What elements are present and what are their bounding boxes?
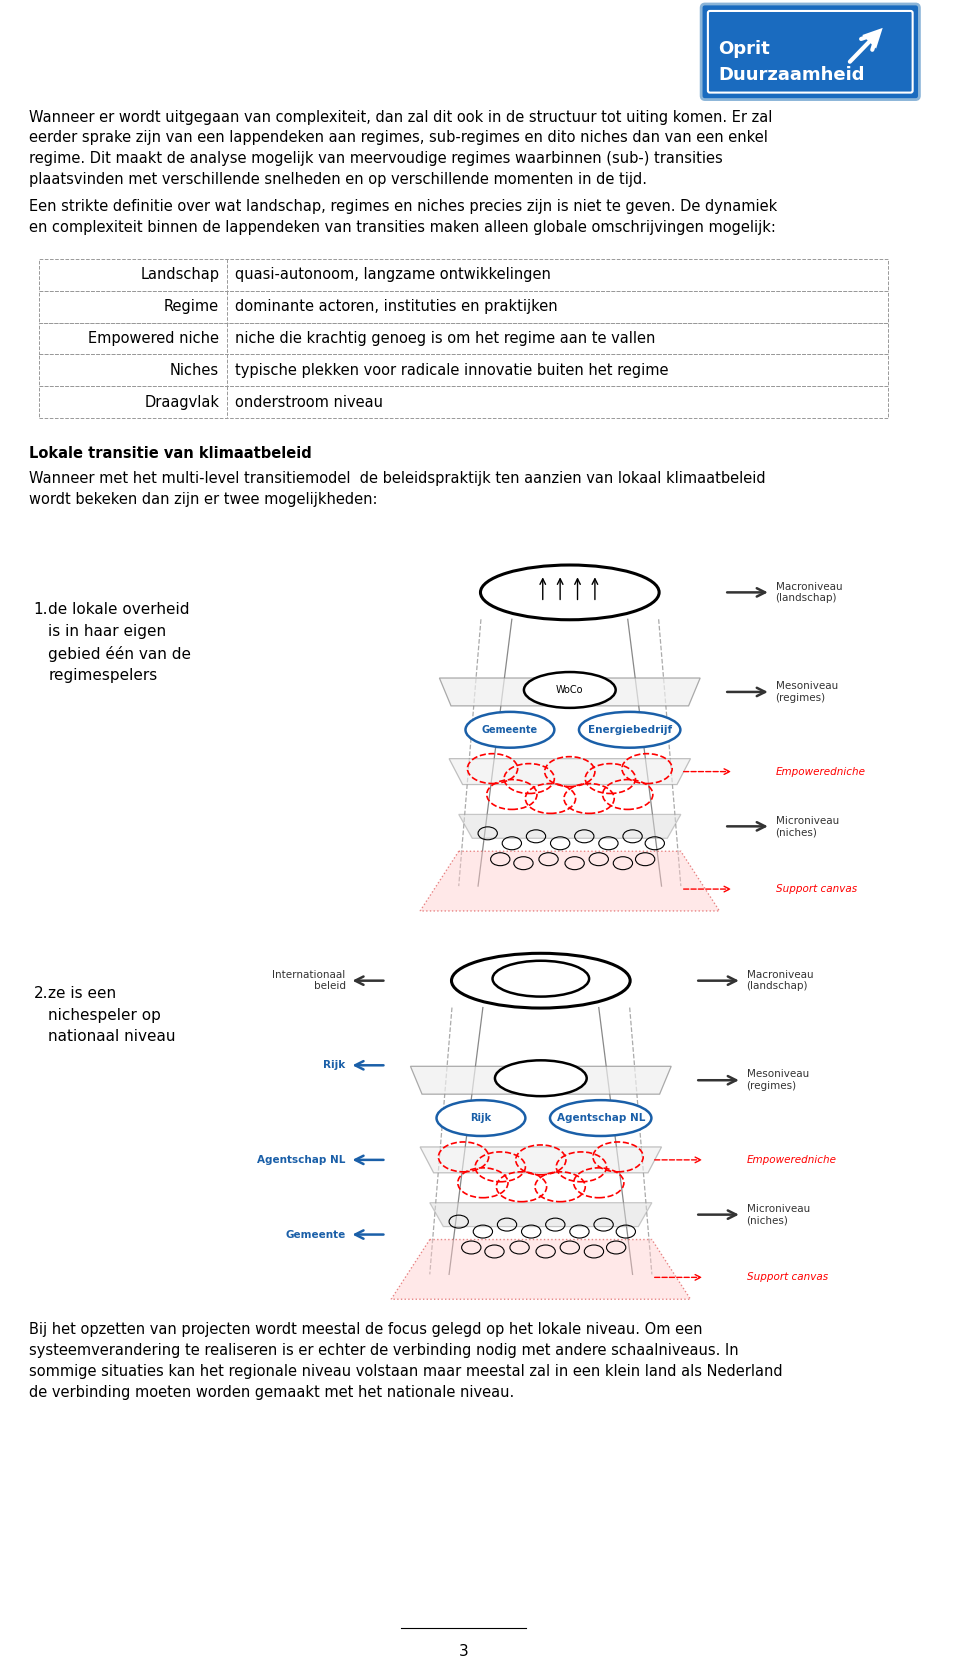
Text: Gemeente: Gemeente bbox=[482, 724, 538, 734]
Text: Mesoniveau
(regimes): Mesoniveau (regimes) bbox=[776, 681, 838, 703]
Text: Rijk: Rijk bbox=[324, 1060, 346, 1070]
Text: niche die krachtig genoeg is om het regime aan te vallen: niche die krachtig genoeg is om het regi… bbox=[234, 331, 655, 345]
Text: Mesoniveau
(regimes): Mesoniveau (regimes) bbox=[747, 1070, 808, 1091]
Text: Gemeente: Gemeente bbox=[285, 1229, 346, 1239]
Text: de lokale overheid: de lokale overheid bbox=[48, 603, 190, 618]
Ellipse shape bbox=[437, 1100, 525, 1136]
Bar bbox=[38, 322, 889, 354]
Text: Een strikte definitie over wat landschap, regimes en niches precies zijn is niet: Een strikte definitie over wat landschap… bbox=[29, 199, 778, 214]
Text: Energiebedrijf: Energiebedrijf bbox=[588, 724, 672, 734]
Text: plaatsvinden met verschillende snelheden en op verschillende momenten in de tijd: plaatsvinden met verschillende snelheden… bbox=[29, 173, 647, 188]
Text: Empowered niche: Empowered niche bbox=[88, 331, 219, 345]
Text: 2.: 2. bbox=[34, 985, 48, 1000]
Text: Internationaal
beleid: Internationaal beleid bbox=[273, 970, 346, 992]
Text: Rijk: Rijk bbox=[470, 1113, 492, 1123]
Text: Landschap: Landschap bbox=[140, 267, 219, 282]
Text: Macroniveau
(landschap): Macroniveau (landschap) bbox=[776, 581, 842, 603]
Text: Bij het opzetten van projecten wordt meestal de focus gelegd op het lokale nivea: Bij het opzetten van projecten wordt mee… bbox=[29, 1322, 703, 1337]
Text: Lokale transitie van klimaatbeleid: Lokale transitie van klimaatbeleid bbox=[29, 447, 312, 462]
Bar bbox=[38, 354, 889, 387]
Text: regimespelers: regimespelers bbox=[48, 668, 157, 683]
Text: systeemverandering te realiseren is er echter de verbinding nodig met andere sch: systeemverandering te realiseren is er e… bbox=[29, 1344, 738, 1359]
Ellipse shape bbox=[550, 1100, 652, 1136]
Text: wordt bekeken dan zijn er twee mogelijkheden:: wordt bekeken dan zijn er twee mogelijkh… bbox=[29, 492, 377, 507]
Text: dominante actoren, instituties en praktijken: dominante actoren, instituties en prakti… bbox=[234, 299, 558, 314]
Text: is in haar eigen: is in haar eigen bbox=[48, 625, 166, 639]
Polygon shape bbox=[440, 678, 700, 706]
Text: gebied één van de: gebied één van de bbox=[48, 646, 191, 663]
Text: Empoweredniche: Empoweredniche bbox=[776, 767, 866, 777]
Polygon shape bbox=[430, 1203, 652, 1226]
Text: Wanneer er wordt uitgegaan van complexiteit, dan zal dit ook in de structuur tot: Wanneer er wordt uitgegaan van complexit… bbox=[29, 110, 773, 125]
Ellipse shape bbox=[466, 713, 554, 747]
Polygon shape bbox=[420, 850, 719, 910]
Ellipse shape bbox=[524, 673, 615, 708]
Text: Draagvlak: Draagvlak bbox=[144, 395, 219, 410]
Bar bbox=[38, 291, 889, 322]
Text: Agentschap NL: Agentschap NL bbox=[257, 1154, 346, 1164]
FancyBboxPatch shape bbox=[701, 3, 920, 100]
Text: Agentschap NL: Agentschap NL bbox=[557, 1113, 645, 1123]
Polygon shape bbox=[449, 759, 690, 784]
Text: quasi-autonoom, langzame ontwikkelingen: quasi-autonoom, langzame ontwikkelingen bbox=[234, 267, 550, 282]
Ellipse shape bbox=[495, 1060, 587, 1096]
Text: Empoweredniche: Empoweredniche bbox=[747, 1154, 836, 1164]
Text: nationaal niveau: nationaal niveau bbox=[48, 1030, 176, 1045]
Text: de verbinding moeten worden gemaakt met het nationale niveau.: de verbinding moeten worden gemaakt met … bbox=[29, 1385, 515, 1400]
Text: Microniveau
(niches): Microniveau (niches) bbox=[776, 816, 839, 837]
Text: Duurzaamheid: Duurzaamheid bbox=[718, 66, 865, 83]
Text: Oprit: Oprit bbox=[718, 40, 770, 58]
Text: Support canvas: Support canvas bbox=[776, 884, 856, 894]
Text: regime. Dit maakt de analyse mogelijk van meervoudige regimes waarbinnen (sub-) : regime. Dit maakt de analyse mogelijk va… bbox=[29, 151, 723, 166]
Bar bbox=[38, 259, 889, 291]
FancyArrowPatch shape bbox=[850, 33, 877, 61]
Text: onderstroom niveau: onderstroom niveau bbox=[234, 395, 383, 410]
Ellipse shape bbox=[451, 953, 630, 1008]
Text: WoCo: WoCo bbox=[556, 684, 584, 694]
Ellipse shape bbox=[579, 713, 681, 747]
Text: eerder sprake zijn van een lappendeken aan regimes, sub-regimes en dito niches d: eerder sprake zijn van een lappendeken a… bbox=[29, 131, 768, 146]
Text: 1.: 1. bbox=[34, 603, 48, 618]
Ellipse shape bbox=[480, 565, 660, 620]
Text: ze is een: ze is een bbox=[48, 985, 116, 1000]
Text: Regime: Regime bbox=[164, 299, 219, 314]
Text: sommige situaties kan het regionale niveau volstaan maar meestal zal in een klei: sommige situaties kan het regionale nive… bbox=[29, 1364, 782, 1379]
Text: 3: 3 bbox=[459, 1644, 468, 1659]
Polygon shape bbox=[411, 1066, 671, 1095]
Text: en complexiteit binnen de lappendeken van transities maken alleen globale omschr: en complexiteit binnen de lappendeken va… bbox=[29, 219, 776, 234]
Text: nichespeler op: nichespeler op bbox=[48, 1008, 161, 1023]
Text: Support canvas: Support canvas bbox=[747, 1272, 828, 1282]
Text: Niches: Niches bbox=[170, 362, 219, 377]
Text: typische plekken voor radicale innovatie buiten het regime: typische plekken voor radicale innovatie… bbox=[234, 362, 668, 377]
Polygon shape bbox=[391, 1239, 690, 1299]
Bar bbox=[38, 387, 889, 419]
Text: Wanneer met het multi-level transitiemodel  de beleidspraktijk ten aanzien van l: Wanneer met het multi-level transitiemod… bbox=[29, 472, 765, 487]
Polygon shape bbox=[459, 814, 681, 839]
Ellipse shape bbox=[492, 960, 589, 997]
Text: Microniveau
(niches): Microniveau (niches) bbox=[747, 1204, 810, 1226]
Text: Macroniveau
(landschap): Macroniveau (landschap) bbox=[747, 970, 813, 992]
Polygon shape bbox=[420, 1148, 661, 1173]
